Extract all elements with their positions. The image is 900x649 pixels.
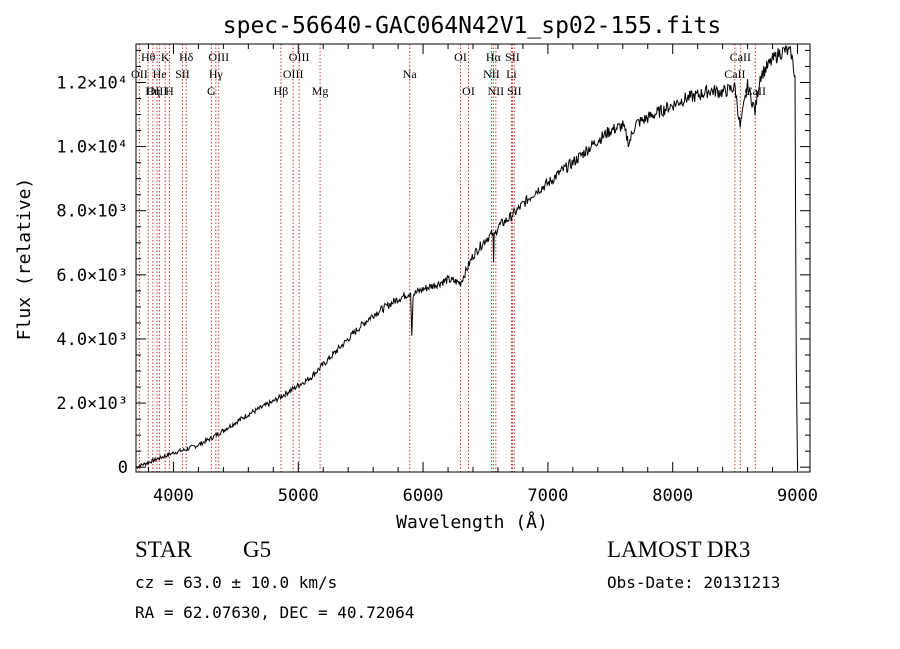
line-label: H (165, 84, 174, 98)
spectral-line-markers (138, 44, 756, 472)
spectrum-series (135, 45, 798, 469)
survey-name: LAMOST DR3 (607, 537, 751, 562)
y-tick-label: 1.2×10⁴ (56, 73, 128, 93)
line-label: NII (483, 67, 500, 81)
line-label: OII (131, 67, 148, 81)
spectrum-line (135, 45, 798, 469)
object-subclass: G5 (243, 537, 272, 562)
line-label: Li (506, 67, 517, 81)
line-label: Hα (486, 50, 502, 64)
y-tick-label: 6.0×10³ (56, 266, 128, 286)
line-label: SII (175, 67, 190, 81)
spectrum-chart: 4000 5000 6000 7000 8000 9000 0 2.0×10³ 4.0×10³ 6… (14, 13, 818, 533)
line-label: Na (403, 67, 418, 81)
line-label: OIII (208, 50, 229, 64)
chart-title: spec-56640-GAC064N42V1_sp02-155.fits (223, 13, 722, 39)
y-tick-label: 0 (118, 458, 128, 478)
x-tick-label: 9000 (777, 486, 818, 506)
axis-ticks: 4000 5000 6000 7000 8000 9000 0 2.0×10³ 4.0×10³ 6… (56, 44, 818, 506)
line-label: OIII (289, 50, 310, 64)
observation-date: Obs-Date: 20131213 (607, 573, 781, 592)
x-tick-label: 4000 (153, 486, 194, 506)
line-label: G (207, 84, 216, 98)
x-tick-label: 7000 (527, 486, 568, 506)
line-label: Hθ (141, 50, 156, 64)
line-label: OI (454, 50, 467, 64)
line-label: Mg (312, 84, 329, 98)
line-label: Hη (145, 84, 160, 98)
line-label: OIII (283, 67, 304, 81)
line-label: NII (488, 84, 505, 98)
y-tick-label: 4.0×10³ (56, 330, 128, 350)
y-axis-label: Flux (relative) (14, 178, 35, 341)
line-label: Hδ (179, 50, 194, 64)
x-tick-label: 6000 (403, 486, 444, 506)
x-tick-label: 8000 (652, 486, 693, 506)
x-tick-label: 5000 (278, 486, 319, 506)
line-label: Hβ (274, 84, 289, 98)
object-class: STAR (135, 537, 192, 562)
line-label: SII (507, 84, 522, 98)
coordinates: RA = 62.07630, DEC = 40.72064 (135, 603, 415, 622)
line-label: OI (462, 84, 475, 98)
line-label: CaII (730, 50, 751, 64)
y-tick-label: 1.0×10⁴ (56, 138, 128, 158)
redshift-velocity: cz = 63.0 ± 10.0 km/s (135, 573, 338, 592)
line-label: SII (505, 50, 520, 64)
x-axis-label: Wavelength (Å) (396, 511, 548, 533)
line-label: OIII (147, 84, 168, 98)
line-label: CaII (724, 67, 745, 81)
line-label: Hγ (209, 67, 224, 81)
line-label: He (153, 67, 167, 81)
line-label: CaII (745, 84, 766, 98)
y-tick-label: 8.0×10³ (56, 202, 128, 222)
y-tick-label: 2.0×10³ (56, 394, 128, 414)
line-label: K (161, 50, 170, 64)
